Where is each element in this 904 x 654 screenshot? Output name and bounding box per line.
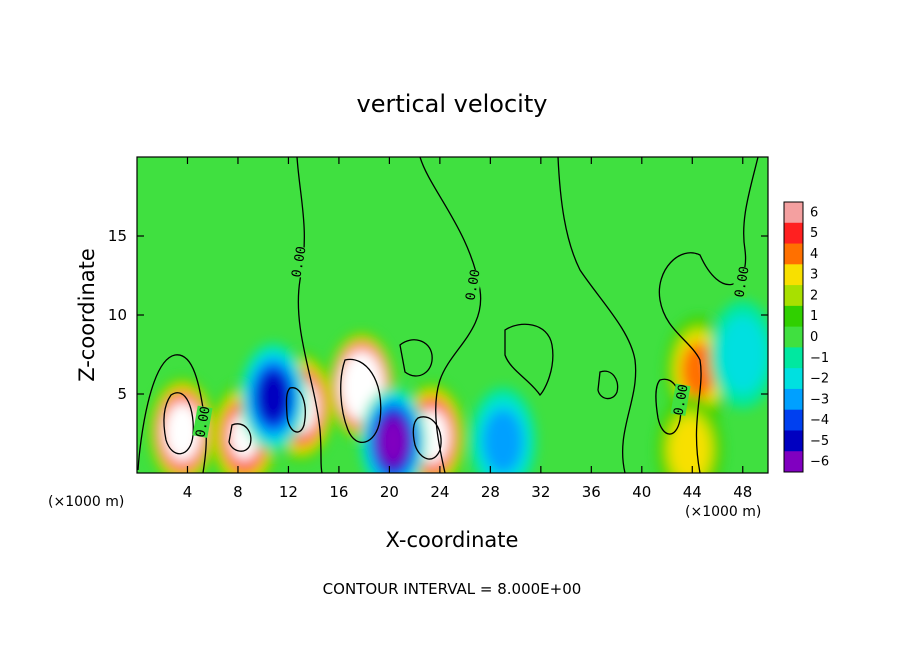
updraft-shade xyxy=(349,367,374,406)
contour-line xyxy=(504,323,554,397)
contour-line xyxy=(228,423,252,452)
colorbar-tick-label: 0 xyxy=(810,330,818,345)
x-axis-label: X-coordinate xyxy=(386,528,519,552)
colorbar-bin xyxy=(784,347,803,369)
contour-label: 0.00 xyxy=(193,405,213,438)
downdraft-shade xyxy=(483,409,523,473)
colorbar-tick-label: −4 xyxy=(810,413,829,428)
y-axis: 5 10 15 xyxy=(108,227,768,403)
x-tick-label: 44 xyxy=(683,483,702,501)
y-axis-label: Z-coordinate xyxy=(75,248,99,382)
x-tick-label: 40 xyxy=(632,483,651,501)
colorbar: 6 5 4 3 2 1 0 −1 −2 −3 −4 −5 −6 xyxy=(783,201,829,473)
updraft-shade xyxy=(670,417,710,473)
x-tick-label: 20 xyxy=(380,483,399,501)
y-tick-label: 10 xyxy=(108,306,127,324)
y-tick-label: 15 xyxy=(108,227,127,245)
colorbar-bin xyxy=(784,202,803,224)
colorbar-bin xyxy=(784,285,803,307)
x-tick-label: 32 xyxy=(531,483,550,501)
chart-title: vertical velocity xyxy=(357,90,548,118)
colorbar-tick-label: −5 xyxy=(810,434,829,449)
colorbar-tick-label: 6 xyxy=(810,205,818,220)
colorbar-bin xyxy=(784,305,803,328)
contour-line xyxy=(658,157,759,473)
x-tick-label: 48 xyxy=(733,483,752,501)
contour-label: 0.00 xyxy=(463,268,483,301)
x-tick-label: 24 xyxy=(430,483,449,501)
contour-label: 0.00 xyxy=(289,245,309,278)
contour-line xyxy=(163,392,194,455)
x-unit-label-left: (×1000 m) xyxy=(48,494,124,510)
contour-line xyxy=(557,157,637,473)
x-tick-label: 8 xyxy=(233,483,243,501)
zero-contour-labels: 0.00 0.00 0.00 0.00 0.00 xyxy=(192,245,753,439)
contour-label: 0.00 xyxy=(732,265,752,298)
colorbar-tick-label: −6 xyxy=(810,455,829,470)
colorbar-bin xyxy=(784,388,803,411)
updraft-shade xyxy=(169,411,196,453)
colorbar-tick-label: 1 xyxy=(810,309,818,324)
colorbar-tick-label: −2 xyxy=(810,372,829,387)
contour-line xyxy=(399,339,433,377)
colorbar-tick-label: 5 xyxy=(810,226,818,241)
contour-label: 0.00 xyxy=(671,383,691,416)
colorbar-bin xyxy=(784,368,803,390)
colorbar-tick-label: 3 xyxy=(810,268,818,283)
colorbar-frame xyxy=(783,201,804,473)
contour-line xyxy=(296,157,323,473)
x-tick-label: 4 xyxy=(183,483,193,501)
colorbar-tick-label: −1 xyxy=(810,351,829,366)
contour-line xyxy=(412,416,442,460)
colorbar-bin xyxy=(784,326,803,348)
x-tick-label: 16 xyxy=(329,483,348,501)
colorbar-bin xyxy=(784,451,803,473)
downdraft-shade xyxy=(257,371,290,423)
zero-contours xyxy=(137,157,759,473)
colorbar-bin xyxy=(784,243,803,265)
plot-area: 0.00 0.00 0.00 0.00 0.00 xyxy=(137,157,768,473)
x-axis: 4 8 12 16 20 24 28 32 36 40 44 48 xyxy=(183,157,752,501)
x-unit-label-right: (×1000 m) xyxy=(685,504,761,520)
contour-line xyxy=(419,157,482,473)
contour-line xyxy=(285,387,306,433)
contour-line xyxy=(597,370,619,400)
contour-line xyxy=(340,358,382,443)
colorbar-tick-label: 4 xyxy=(810,247,818,262)
colorbar-bin xyxy=(784,264,803,286)
colorbar-bin xyxy=(784,222,803,245)
colorbar-tick-label: 2 xyxy=(810,288,818,303)
colorbar-bin xyxy=(784,409,803,431)
x-tick-label: 28 xyxy=(481,483,500,501)
contour-interval-note: CONTOUR INTERVAL = 8.000E+00 xyxy=(323,580,582,598)
x-tick-label: 36 xyxy=(582,483,601,501)
colorbar-tick-label: −3 xyxy=(810,392,829,407)
downdraft-shade xyxy=(378,417,409,466)
colorbar-bin xyxy=(784,430,803,452)
contour-line xyxy=(137,354,207,473)
updraft-shade xyxy=(681,342,716,399)
downdraft-shade xyxy=(718,315,767,394)
x-tick-label: 12 xyxy=(279,483,298,501)
y-tick-label: 5 xyxy=(117,385,127,403)
